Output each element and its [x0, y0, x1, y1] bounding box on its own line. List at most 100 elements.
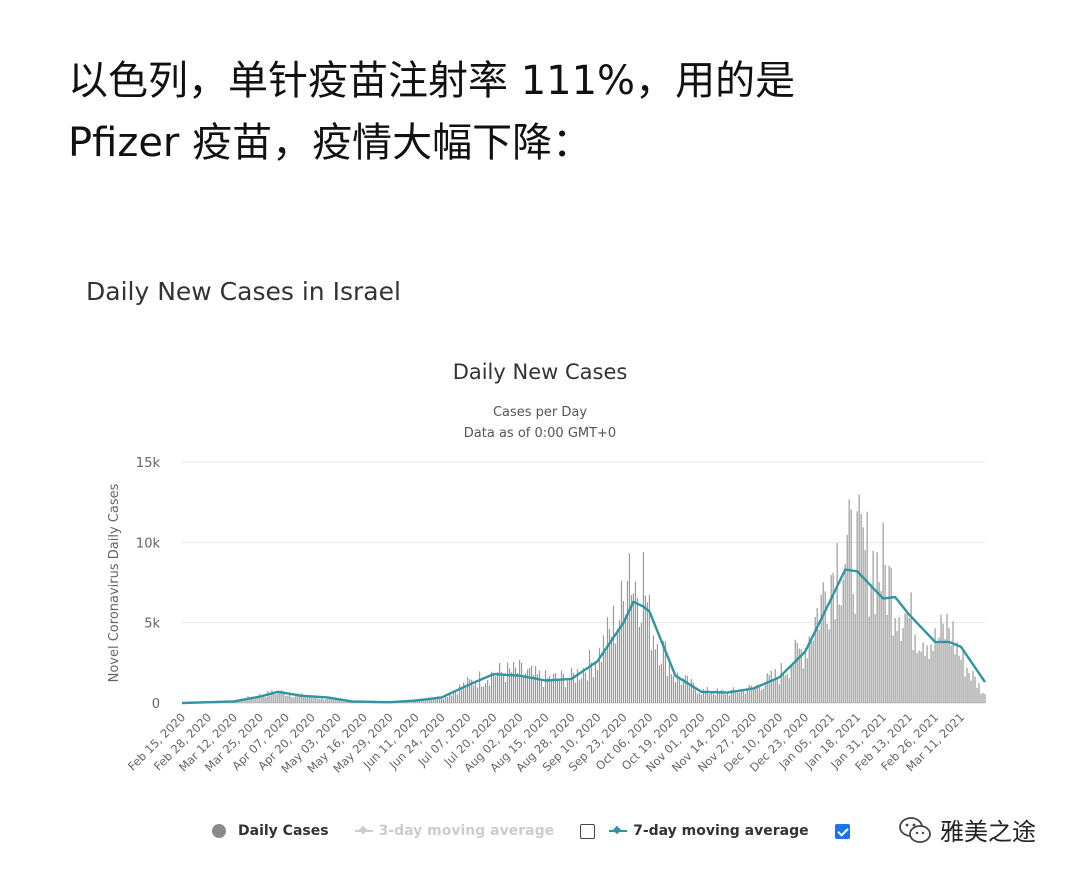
- daily-bar: [832, 572, 834, 703]
- daily-bar: [672, 675, 674, 703]
- legend-toggle-7day[interactable]: [834, 823, 858, 839]
- daily-bar: [510, 672, 513, 703]
- chart-subtitle-line-1: Cases per Day: [492, 405, 588, 420]
- daily-bar: [329, 697, 331, 703]
- legend-item-7day[interactable]: 7-day moving average: [609, 823, 809, 839]
- daily-bar: [504, 681, 507, 703]
- daily-bar: [658, 665, 661, 703]
- daily-bar: [812, 640, 814, 703]
- daily-bar: [834, 619, 836, 703]
- daily-bar: [728, 695, 730, 703]
- daily-bar: [245, 699, 247, 703]
- daily-bar: [752, 687, 754, 703]
- daily-bar: [325, 699, 327, 703]
- daily-bar: [838, 604, 840, 703]
- daily-bar: [966, 667, 968, 703]
- daily-bar: [698, 693, 700, 703]
- daily-bar: [618, 620, 621, 703]
- daily-bar: [479, 671, 481, 703]
- daily-bar: [640, 622, 643, 703]
- daily-bar: [880, 591, 882, 703]
- daily-bar: [483, 686, 485, 703]
- legend-label-daily: Daily Cases: [238, 823, 329, 839]
- daily-bar: [275, 694, 277, 703]
- daily-bar: [740, 689, 742, 703]
- daily-bar: [534, 665, 537, 703]
- daily-bar: [886, 614, 888, 703]
- daily-bar: [285, 696, 287, 703]
- daily-bar: [349, 701, 351, 703]
- daily-bar: [634, 581, 637, 703]
- daily-bar: [706, 687, 708, 703]
- checkbox-7day-icon[interactable]: [834, 823, 850, 839]
- daily-bar: [291, 697, 293, 703]
- daily-bar: [800, 649, 802, 703]
- daily-bar: [866, 511, 868, 703]
- daily-bar: [708, 693, 710, 703]
- daily-bar: [582, 668, 585, 703]
- daily-bar: [491, 671, 493, 703]
- daily-bar: [906, 614, 908, 703]
- daily-bar: [662, 641, 665, 703]
- daily-bar: [806, 658, 808, 703]
- daily-bar: [331, 697, 333, 703]
- daily-bar: [670, 674, 672, 703]
- daily-bar: [900, 640, 902, 703]
- daily-bar: [628, 553, 631, 703]
- daily-bar: [574, 682, 577, 703]
- daily-bar: [558, 679, 561, 703]
- daily-bar: [457, 694, 459, 703]
- daily-bar: [501, 672, 503, 703]
- daily-bar: [323, 699, 325, 703]
- daily-bar: [824, 591, 826, 703]
- daily-bar: [646, 602, 649, 703]
- daily-bar: [896, 631, 898, 703]
- daily-bar: [566, 680, 569, 703]
- daily-bar: [890, 568, 892, 703]
- daily-bar: [840, 605, 842, 703]
- daily-bar: [283, 691, 285, 703]
- daily-bar: [910, 592, 912, 703]
- daily-bar: [301, 692, 303, 703]
- daily-bar: [620, 580, 623, 703]
- daily-bar: [596, 669, 599, 703]
- daily-bar: [443, 698, 445, 703]
- daily-bar: [908, 617, 910, 703]
- daily-bar: [502, 674, 505, 703]
- daily-bar: [712, 693, 714, 703]
- daily-bar: [459, 684, 461, 703]
- daily-bar: [808, 636, 810, 703]
- daily-bar: [722, 690, 724, 703]
- daily-bar: [912, 649, 914, 703]
- daily-bar: [754, 686, 756, 703]
- daily-bar: [465, 687, 467, 703]
- headline-line-1: 以色列，单针疫苗注射率 111%，用的是: [68, 58, 796, 104]
- daily-bar: [261, 696, 263, 703]
- daily-bar: [816, 607, 818, 703]
- daily-bar: [429, 700, 431, 703]
- chart-title: Daily New Cases: [452, 360, 628, 384]
- daily-bar: [411, 701, 413, 703]
- daily-bar: [580, 678, 583, 703]
- daily-bar: [828, 629, 830, 703]
- daily-bar: [269, 695, 271, 703]
- daily-bar: [930, 644, 932, 703]
- daily-bar: [962, 649, 964, 703]
- legend-toggle-3day[interactable]: [580, 823, 603, 839]
- watermark-text: 雅美之途: [940, 818, 1036, 846]
- daily-bar: [307, 696, 309, 703]
- checkbox-3day-icon[interactable]: [580, 823, 596, 839]
- legend-item-daily-cases[interactable]: Daily Cases: [212, 823, 329, 839]
- daily-bar: [666, 676, 668, 703]
- daily-bar: [856, 511, 858, 703]
- daily-bar: [844, 563, 846, 703]
- daily-bar: [854, 613, 856, 703]
- daily-bar: [311, 694, 313, 703]
- daily-bar: [335, 698, 337, 703]
- daily-bar: [970, 680, 972, 703]
- daily-bar: [586, 680, 589, 703]
- daily-bar: [560, 670, 563, 703]
- daily-bar: [692, 682, 694, 703]
- legend-item-3day[interactable]: 3-day moving average: [354, 823, 554, 839]
- daily-bar: [592, 677, 595, 703]
